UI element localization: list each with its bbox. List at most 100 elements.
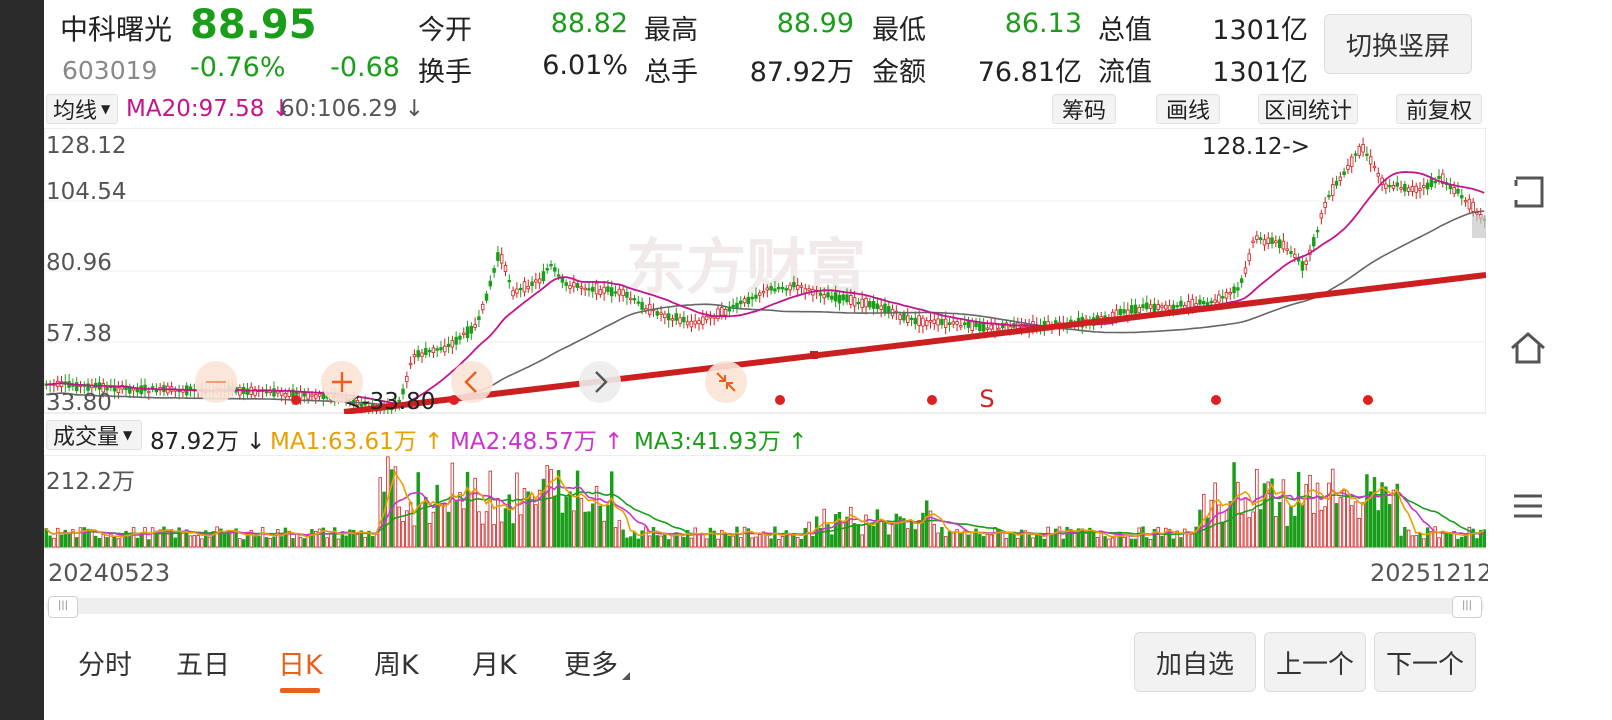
volume-bar [1482,529,1486,548]
volume-bar [1205,517,1210,548]
tab-five-day[interactable]: 五日 [176,650,230,681]
candle [1414,185,1418,193]
volume-bar [970,531,974,548]
volume-bar [1422,538,1426,548]
trendline [343,272,1486,414]
candle [1160,305,1164,308]
adjustment-button[interactable]: 前复权 [1396,94,1482,124]
candle [591,287,595,292]
volume-bar [1217,504,1221,548]
candle [974,321,978,328]
scroll-edge[interactable] [1472,216,1486,238]
volume-bar [1091,532,1096,548]
volume-bar [685,529,690,548]
volume-bar [1384,486,1388,548]
indicator-selector[interactable]: 成交量 ▼ [46,420,142,450]
volume-bar [1175,530,1179,548]
candle [1198,299,1202,305]
home-icon[interactable] [1508,328,1548,368]
volume-bar [564,496,568,548]
candle [59,381,64,388]
volume-bar [1368,491,1373,548]
candle [1406,187,1411,192]
candle [1270,237,1274,245]
candle [238,387,242,396]
volume-bar [1156,527,1160,548]
candle [1315,229,1320,233]
candle [1000,323,1005,329]
volume-bar [704,538,709,548]
volume-bar [682,537,686,548]
draw-line-button[interactable]: 画线 [1156,94,1220,124]
candle [720,307,724,316]
candle [1277,239,1282,249]
candle [1300,261,1305,271]
volume-bar [1296,471,1301,548]
trendline-handle[interactable] [810,351,818,359]
shrink-button[interactable] [705,361,747,403]
switch-portrait-button[interactable]: 切换竖屏 [1324,14,1472,74]
candle [833,292,838,302]
candle [640,301,644,310]
candle [655,311,660,316]
candle [883,303,887,313]
back-icon[interactable] [1508,172,1548,212]
volume-bar [1418,532,1422,548]
candle [1281,240,1286,250]
add-watchlist-button[interactable]: 加自选 [1134,632,1256,692]
candle [773,288,777,292]
candle [1323,202,1327,208]
tab-daily-k[interactable]: 日K [278,650,323,681]
volume-bar [93,535,98,548]
tab-more[interactable]: 更多 [564,650,618,681]
menu-icon[interactable] [1508,486,1548,526]
volume-bar [526,491,530,548]
candle [962,322,967,325]
volume-bar [173,537,178,548]
volume-bar [1107,538,1111,548]
candle [761,290,766,294]
volume-bar [287,530,291,548]
volume-bar [321,527,326,548]
tab-monthly-k[interactable]: 月K [472,650,517,681]
candle [462,332,466,335]
active-tab-indicator [280,688,320,693]
volume-bar [488,470,493,548]
candle [913,317,918,325]
volume-bar [579,497,584,548]
volume-bar [943,536,948,548]
volume-bar [993,527,997,548]
price-axis-label: 57.38 [46,321,112,347]
volume-chart[interactable] [44,455,1486,549]
range-handle-left[interactable]: ||| [48,596,78,618]
candle [321,393,326,400]
previous-stock-button[interactable]: 上一个 [1264,632,1366,692]
volume-bar [1357,517,1362,548]
candle [431,347,436,353]
range-handle-right[interactable]: ||| [1452,596,1482,618]
volume-bar [742,526,747,548]
chip-distribution-button[interactable]: 筹码 [1052,94,1116,124]
volume-bar [207,536,212,548]
price-chart[interactable]: 东方财富 S 128.12-> <-33.80 [44,128,1486,414]
prev-point-button[interactable] [451,361,493,403]
next-stock-button[interactable]: 下一个 [1374,632,1476,692]
volume-bar [188,535,193,548]
volume-bar [181,532,185,548]
candle [1433,181,1437,184]
tab-weekly-k[interactable]: 周K [374,650,419,681]
volume-bar [112,536,117,548]
candle [518,287,523,291]
volume-bar [1129,538,1134,548]
candle [989,324,993,330]
volume-bar [1372,477,1377,548]
next-point-button[interactable] [579,361,621,403]
tab-intraday[interactable]: 分时 [78,650,132,681]
volume-bar [1251,511,1255,548]
range-scrollbar[interactable]: ||| ||| [46,596,1484,618]
volume-bar [503,508,508,548]
range-stats-button[interactable]: 区间统计 [1258,94,1358,124]
volume-bar [1099,532,1103,548]
candle [1452,187,1456,195]
ma-selector[interactable]: 均线 ▼ [46,94,118,124]
